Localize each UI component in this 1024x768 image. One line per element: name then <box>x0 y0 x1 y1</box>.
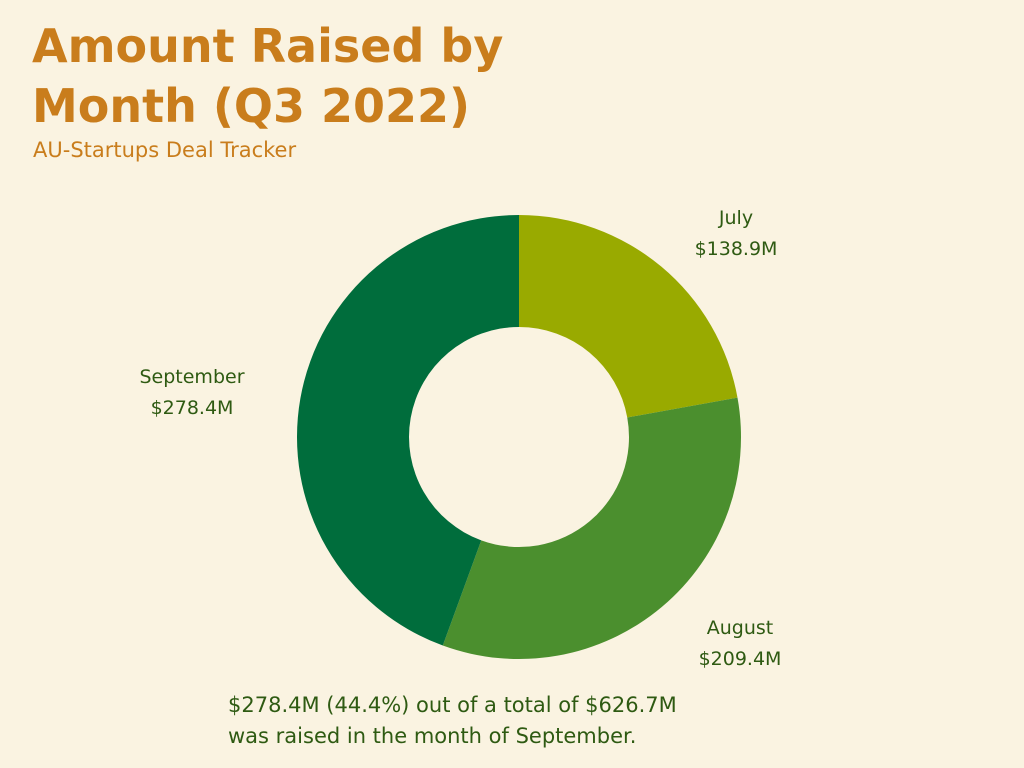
donut-slices <box>296 215 741 659</box>
slice-value-september: $278.4M <box>151 397 234 419</box>
donut-slice-august <box>442 397 741 659</box>
chart-footnote: $278.4M (44.4%) out of a total of $626.7… <box>228 690 677 752</box>
footnote-line-2: was raised in the month of September. <box>228 724 637 748</box>
slice-value-july: $138.9M <box>695 238 778 260</box>
footnote-line-1: $278.4M (44.4%) out of a total of $626.7… <box>228 693 677 717</box>
slice-label-august: August <box>707 617 774 639</box>
slice-label-september: September <box>139 366 244 388</box>
chart-subtitle: AU-Startups Deal Tracker <box>33 138 297 162</box>
slice-value-august: $209.4M <box>699 648 782 670</box>
chart-title: Amount Raised by Month (Q3 2022) <box>32 19 504 133</box>
slice-label-july: July <box>718 207 753 229</box>
slice-labels: July $138.9M August $209.4M September $278.4M <box>139 207 781 670</box>
donut-slice-september <box>296 215 519 646</box>
donut-slice-july <box>519 215 738 418</box>
